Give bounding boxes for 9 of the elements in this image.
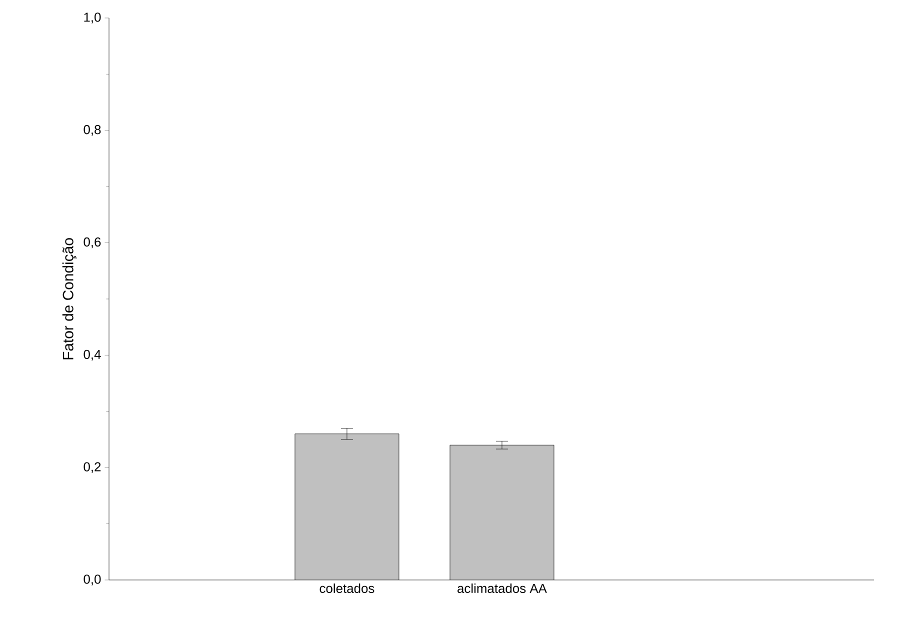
y-tick-label: 0,2 — [84, 462, 101, 473]
x-tick-label: aclimatados AA — [458, 584, 547, 594]
y-tick-label: 0,4 — [84, 350, 101, 361]
y-tick-label: 0,8 — [84, 125, 101, 136]
y-tick-label: 0,0 — [84, 574, 101, 586]
x-tick-label: coletados — [320, 584, 374, 594]
y-tick-label: 0,6 — [84, 237, 101, 248]
y-axis-title: Fator de Condição — [62, 238, 76, 360]
y-tick-label: 1,0 — [84, 12, 101, 24]
